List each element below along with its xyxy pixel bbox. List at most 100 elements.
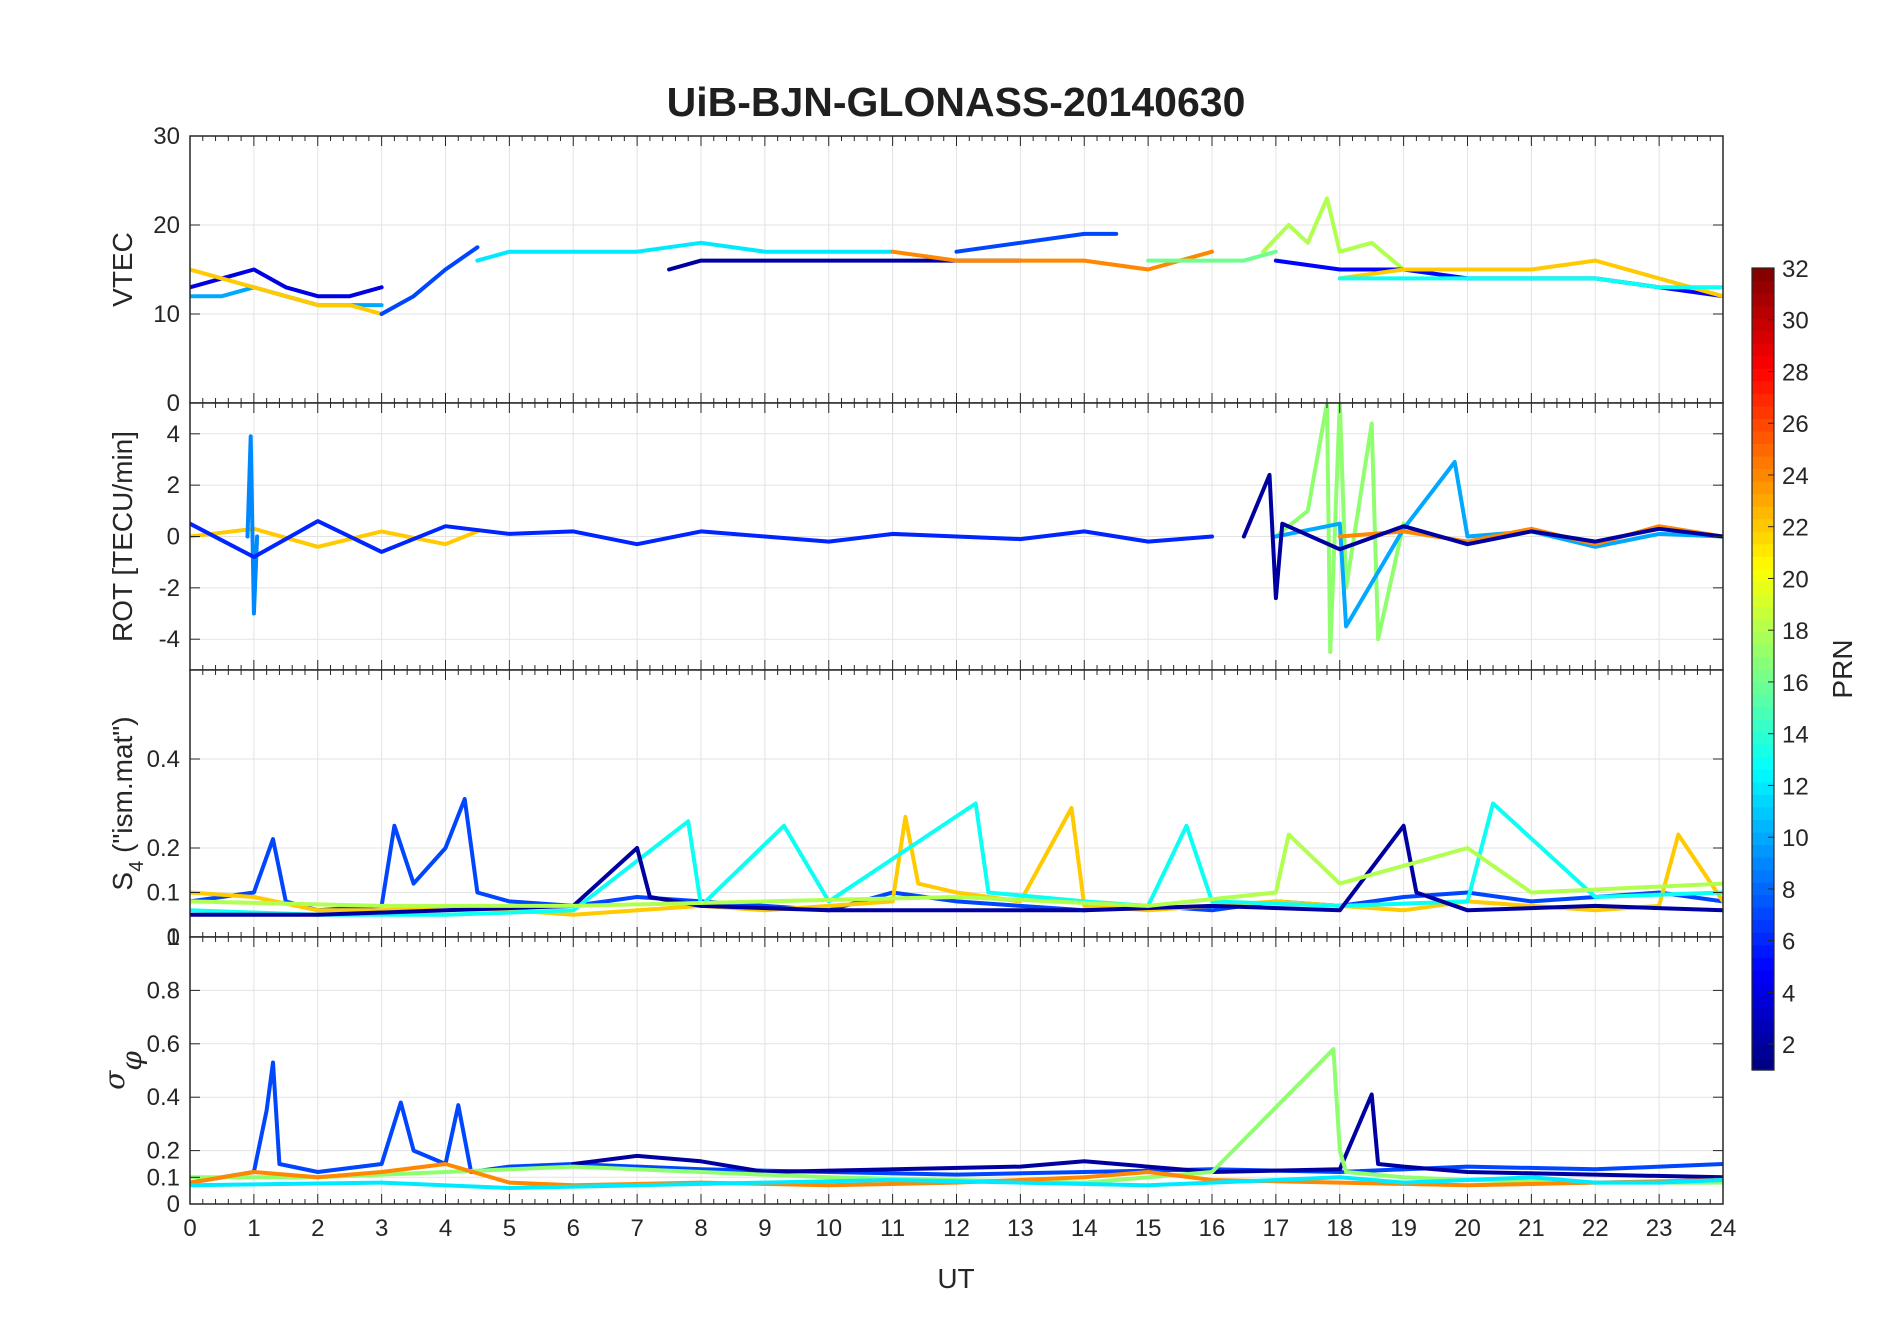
colorbar-segment xyxy=(1752,957,1774,971)
colorbar-segment xyxy=(1752,944,1774,958)
colorbar-segment xyxy=(1752,669,1774,683)
x-tick-label: 11 xyxy=(880,1215,905,1242)
series-line-prn-17 xyxy=(190,1047,1723,1185)
series-group xyxy=(190,1047,1723,1190)
series-line-prn-7 xyxy=(954,231,1119,254)
colorbar-segment xyxy=(1752,706,1774,720)
colorbar-tick-label: 12 xyxy=(1782,773,1809,800)
colorbar-segment xyxy=(1752,994,1774,1008)
series-line-prn-18 xyxy=(1261,196,1406,272)
ticks xyxy=(189,403,1724,670)
y-axis-label: σφ xyxy=(98,1051,148,1090)
y-tick-label: -4 xyxy=(159,626,180,653)
y-tick-label: 10 xyxy=(153,301,180,328)
colorbar-segment xyxy=(1752,305,1774,319)
series-line-prn-2 xyxy=(1241,472,1723,601)
colorbar-segment xyxy=(1752,393,1774,407)
panel-rot: -4 -2 0 2 4 ROT [TECU/min] xyxy=(107,402,1724,671)
y-axis-label-sub: φ xyxy=(115,1051,148,1071)
series-line-prn-22 xyxy=(190,267,384,316)
colorbar-segment xyxy=(1752,1032,1774,1046)
series-group xyxy=(190,797,1723,917)
x-tick-label: 10 xyxy=(815,1215,842,1242)
colorbar-segment xyxy=(1752,330,1774,344)
colorbar-segment xyxy=(1752,593,1774,607)
series-line-prn-10 xyxy=(1273,460,1723,629)
colorbar-tick-label: 26 xyxy=(1782,411,1809,438)
x-tick-label: 8 xyxy=(694,1215,707,1242)
y-tick-label: 0.2 xyxy=(147,835,180,862)
x-tick-label: 13 xyxy=(1007,1215,1034,1242)
colorbar-segment xyxy=(1752,368,1774,382)
ticks xyxy=(189,135,1724,404)
colorbar-tick-label: 28 xyxy=(1782,359,1809,386)
colorbar-segment xyxy=(1752,907,1774,921)
x-tick-label: 5 xyxy=(503,1215,516,1242)
y-tick-label: -2 xyxy=(159,575,180,602)
colorbar-segment xyxy=(1752,856,1774,871)
colorbar-segment xyxy=(1752,869,1774,883)
y-tick-label: 4 xyxy=(167,421,180,448)
x-tick-label: 7 xyxy=(630,1215,643,1242)
colorbar-segment xyxy=(1752,268,1774,282)
x-tick-label: 1 xyxy=(247,1215,260,1242)
series-line-prn-13 xyxy=(1337,276,1723,290)
x-tick-label: 23 xyxy=(1646,1215,1673,1242)
x-tick-label: 9 xyxy=(758,1215,771,1242)
colorbar-tick-label: 4 xyxy=(1782,980,1795,1007)
colorbar-segment xyxy=(1752,618,1774,633)
colorbar-tick-label: 18 xyxy=(1782,618,1809,645)
x-tick-label: 15 xyxy=(1135,1215,1162,1242)
colorbar-segment xyxy=(1752,932,1774,946)
colorbar-label: PRN xyxy=(1827,639,1858,698)
y-tick-label: 0.4 xyxy=(147,746,180,773)
colorbar-tick-label: 10 xyxy=(1782,825,1809,852)
colorbar-segment xyxy=(1752,982,1774,996)
series-line-prn-12 xyxy=(475,240,895,263)
colorbar-segment xyxy=(1752,819,1774,833)
series-line-prn-9 xyxy=(245,434,260,616)
colorbar-segment xyxy=(1752,894,1774,908)
series-line-prn-12 xyxy=(190,1175,1723,1190)
x-tick-label: 18 xyxy=(1326,1215,1353,1242)
colorbar-segment xyxy=(1752,744,1774,758)
series-group xyxy=(190,196,1723,316)
colorbar-segment xyxy=(1752,831,1774,846)
x-tick-label: 12 xyxy=(943,1215,970,1242)
colorbar-segment xyxy=(1752,443,1774,457)
colorbar-tick-label: 22 xyxy=(1782,515,1809,542)
colorbar-tick-label: 14 xyxy=(1782,722,1809,749)
colorbar-segment xyxy=(1752,694,1774,708)
colorbar-segment xyxy=(1752,1007,1774,1021)
ticks xyxy=(189,670,1724,938)
colorbar-segment xyxy=(1752,581,1774,595)
colorbar-tick-label: 2 xyxy=(1782,1032,1795,1059)
series-line-prn-13 xyxy=(190,801,1723,917)
x-tick-label: 17 xyxy=(1263,1215,1290,1242)
colorbar-segment xyxy=(1752,731,1774,745)
y-tick-label: 0 xyxy=(167,524,180,551)
series-line-prn-17 xyxy=(1273,403,1406,654)
colorbar-segment xyxy=(1752,1044,1774,1059)
series-line-prn-22 xyxy=(190,526,480,549)
y-axis-label-sub: 4 xyxy=(126,861,148,872)
colorbar-segment xyxy=(1752,468,1774,482)
colorbar-segment xyxy=(1752,355,1774,369)
series-line-prn-22 xyxy=(1337,258,1723,299)
x-tick-label: 2 xyxy=(311,1215,324,1242)
x-tick-label: 3 xyxy=(375,1215,388,1242)
x-tick-label: 0 xyxy=(183,1215,196,1242)
y-tick-label: 30 xyxy=(153,123,180,150)
x-tick-label: 21 xyxy=(1518,1215,1545,1242)
panel-s4: 00.10.20.4S4 ("ism.mat") xyxy=(107,669,1724,951)
chart-title: UiB-BJN-GLONASS-20140630 xyxy=(667,79,1246,125)
colorbar-segment xyxy=(1752,1019,1774,1034)
y-tick-label: 0 xyxy=(167,390,180,417)
series-line-prn-18 xyxy=(190,832,1723,908)
colorbar-segment xyxy=(1752,756,1774,770)
colorbar-segment xyxy=(1752,455,1774,470)
series-line-prn-24 xyxy=(190,1162,1723,1188)
y-tick-label: 0 xyxy=(167,924,180,951)
y-axis-label-main: S xyxy=(107,872,138,891)
